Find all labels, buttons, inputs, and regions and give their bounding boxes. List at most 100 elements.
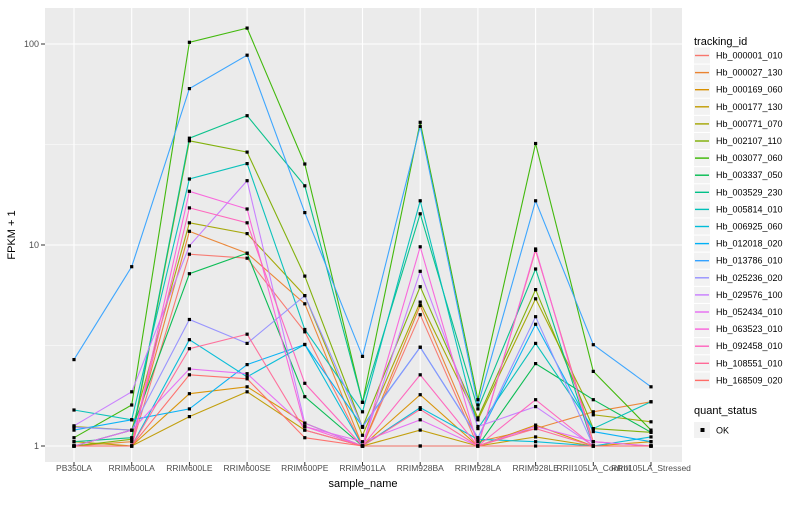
data-point xyxy=(130,418,134,422)
x-tick-label: RRIM600SE xyxy=(223,463,271,473)
data-point xyxy=(360,425,365,429)
legend-title-quant-status: quant_status xyxy=(694,405,757,417)
data-point xyxy=(534,424,538,429)
legend-tracking-id: Hb_000001_010 Hb_000027_130 Hb_000169_060 H… xyxy=(694,47,783,389)
data-point xyxy=(418,313,422,317)
data-point xyxy=(591,413,595,417)
legend-entry: Hb_168509_020 xyxy=(694,372,783,389)
data-point xyxy=(649,444,653,448)
legend-entry-label: Hb_005814_010 xyxy=(716,204,783,214)
data-point xyxy=(72,436,76,440)
data-point xyxy=(187,252,191,256)
data-point xyxy=(130,440,134,444)
data-point xyxy=(303,424,307,429)
legend-entry: Hb_025236_020 xyxy=(694,269,783,286)
legend-entry-label: Hb_002107_110 xyxy=(716,136,782,146)
data-point xyxy=(476,416,480,420)
data-point xyxy=(245,341,249,345)
legend-entry: Hb_003337_050 xyxy=(694,167,783,184)
data-point xyxy=(418,418,422,422)
y-tick-label: 10 xyxy=(29,240,39,250)
data-point xyxy=(476,403,480,407)
data-point xyxy=(534,440,538,444)
data-point xyxy=(303,436,307,440)
data-point xyxy=(360,410,365,414)
data-point xyxy=(534,427,538,431)
legend-entry: Hb_000177_130 xyxy=(694,98,783,115)
data-point xyxy=(187,206,191,210)
data-point xyxy=(187,87,191,91)
legend-key-point xyxy=(700,428,705,432)
data-point xyxy=(534,322,538,326)
data-point xyxy=(591,430,595,434)
legend-entry: Hb_000771_070 xyxy=(694,115,783,132)
axis-tick-marks xyxy=(41,43,652,466)
data-point xyxy=(418,300,422,304)
data-point xyxy=(303,428,307,432)
legend-entry-label: Hb_000169_060 xyxy=(716,85,783,95)
data-point xyxy=(303,184,307,188)
data-point xyxy=(360,444,365,448)
data-point xyxy=(245,207,249,211)
data-point xyxy=(418,212,422,216)
data-point xyxy=(418,373,422,377)
x-tick-label: RRIM928LE xyxy=(512,463,559,473)
data-point xyxy=(303,381,307,385)
x-tick-label: RRIM600PE xyxy=(281,463,329,473)
data-point xyxy=(187,373,191,377)
data-point xyxy=(418,199,422,203)
legend-entry-label: OK xyxy=(716,426,729,436)
data-point xyxy=(245,221,249,225)
data-point xyxy=(418,406,422,410)
legend-entry-label: Hb_052434_010 xyxy=(716,307,783,317)
data-point xyxy=(245,377,249,381)
data-point xyxy=(187,40,191,44)
data-point xyxy=(187,244,191,248)
data-point xyxy=(418,345,422,349)
data-point xyxy=(245,26,249,30)
data-point xyxy=(303,342,307,347)
data-point xyxy=(476,427,480,431)
legend-entry: Hb_000001_010 xyxy=(694,47,783,64)
legend-entry-label: Hb_000001_010 xyxy=(716,51,783,61)
data-point xyxy=(245,390,249,394)
legend-entry: Hb_005814_010 xyxy=(694,201,783,218)
data-point xyxy=(360,440,365,444)
legend-entry: Hb_092458_010 xyxy=(694,338,783,355)
legend-entry: Hb_000169_060 xyxy=(694,81,783,98)
data-point xyxy=(476,444,480,448)
legend-entry-label: Hb_000177_130 xyxy=(716,102,783,112)
data-point xyxy=(418,444,422,448)
data-point xyxy=(534,444,538,448)
data-point xyxy=(591,410,595,414)
legend-entry: OK xyxy=(694,422,729,438)
data-point xyxy=(187,272,191,276)
x-tick-label: RRII105LA_Stressed xyxy=(611,463,691,473)
data-point xyxy=(303,211,307,215)
data-point xyxy=(418,393,422,397)
data-point xyxy=(245,150,249,154)
data-point xyxy=(534,267,538,271)
data-point xyxy=(534,405,538,409)
legend-entry-label: Hb_003077_060 xyxy=(716,153,783,163)
legend-entry-label: Hb_029576_100 xyxy=(716,290,783,300)
legend-title-tracking-id: tracking_id xyxy=(694,36,747,48)
data-point xyxy=(534,297,538,301)
y-axis-tick-labels: 100 10 1 xyxy=(24,39,39,451)
data-point xyxy=(534,315,538,319)
data-point xyxy=(187,229,191,233)
data-point xyxy=(303,302,307,306)
data-point xyxy=(649,428,653,432)
legend-entry: Hb_012018_020 xyxy=(694,235,783,252)
data-point xyxy=(476,440,480,444)
data-point xyxy=(649,385,653,389)
data-point xyxy=(72,440,76,444)
data-point xyxy=(72,444,76,448)
x-tick-label: PB350LA xyxy=(56,463,92,473)
data-point xyxy=(187,347,191,351)
data-point xyxy=(187,338,191,342)
data-point xyxy=(130,403,134,407)
data-point xyxy=(303,294,307,298)
